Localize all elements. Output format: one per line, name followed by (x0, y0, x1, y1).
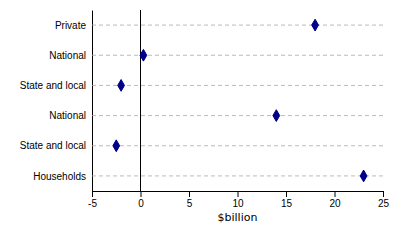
tick-label: State and local (20, 140, 86, 151)
tick: 20 (329, 191, 341, 209)
guide-line (92, 175, 383, 176)
tick-label: 5 (187, 198, 193, 209)
tick-label: State and local (20, 80, 86, 91)
y-axis: Private National State and local National St… (20, 11, 93, 192)
dot (312, 19, 319, 31)
dot (118, 80, 125, 92)
dot (360, 170, 367, 182)
tick-mark (286, 191, 287, 197)
x-axis: -5 0 5 10 15 20 25 (88, 191, 389, 209)
guide-line (92, 85, 383, 86)
tick: State and local (20, 140, 92, 151)
tick-label: Private (55, 20, 87, 31)
tick: State and local (20, 80, 92, 91)
tick-mark (383, 191, 384, 197)
tick-label: 25 (378, 198, 390, 209)
tick: 15 (281, 191, 293, 209)
tick-mark (92, 191, 93, 197)
tick-mark (335, 191, 336, 197)
guide-line (92, 55, 383, 56)
marks (92, 10, 383, 191)
tick: Private (55, 20, 92, 31)
tick-mark (141, 191, 142, 197)
dot (140, 49, 147, 61)
tick-label: -5 (88, 198, 97, 209)
tick-label: Households (33, 171, 86, 182)
tick: National (49, 110, 92, 121)
tick: 10 (232, 191, 244, 209)
tick-mark (238, 191, 239, 197)
tick: Households (33, 171, 92, 182)
guide-line (92, 115, 383, 116)
guide-line (92, 145, 383, 146)
tick-label: National (49, 110, 86, 121)
tick-label: 10 (232, 198, 244, 209)
chart: -5 0 5 10 15 20 25 Private National State and loc… (0, 0, 397, 227)
tick-label: 20 (329, 198, 341, 209)
guide-line (92, 25, 383, 26)
tick-label: 0 (138, 198, 144, 209)
tick: 25 (378, 191, 390, 209)
axis-line (92, 11, 93, 192)
tick: 0 (138, 191, 144, 209)
zero-line (140, 10, 141, 191)
tick-label: 15 (281, 198, 293, 209)
tick-mark (189, 191, 190, 197)
tick: 5 (187, 191, 193, 209)
tick-label: National (49, 50, 86, 61)
tick: National (49, 50, 92, 61)
plot: -5 0 5 10 15 20 25 Private National State and loc… (20, 10, 390, 224)
x-axis-title: $billion (218, 211, 258, 224)
axis-line (93, 192, 384, 198)
tick: -5 (88, 191, 97, 209)
dot (113, 140, 120, 152)
dot (273, 110, 280, 122)
